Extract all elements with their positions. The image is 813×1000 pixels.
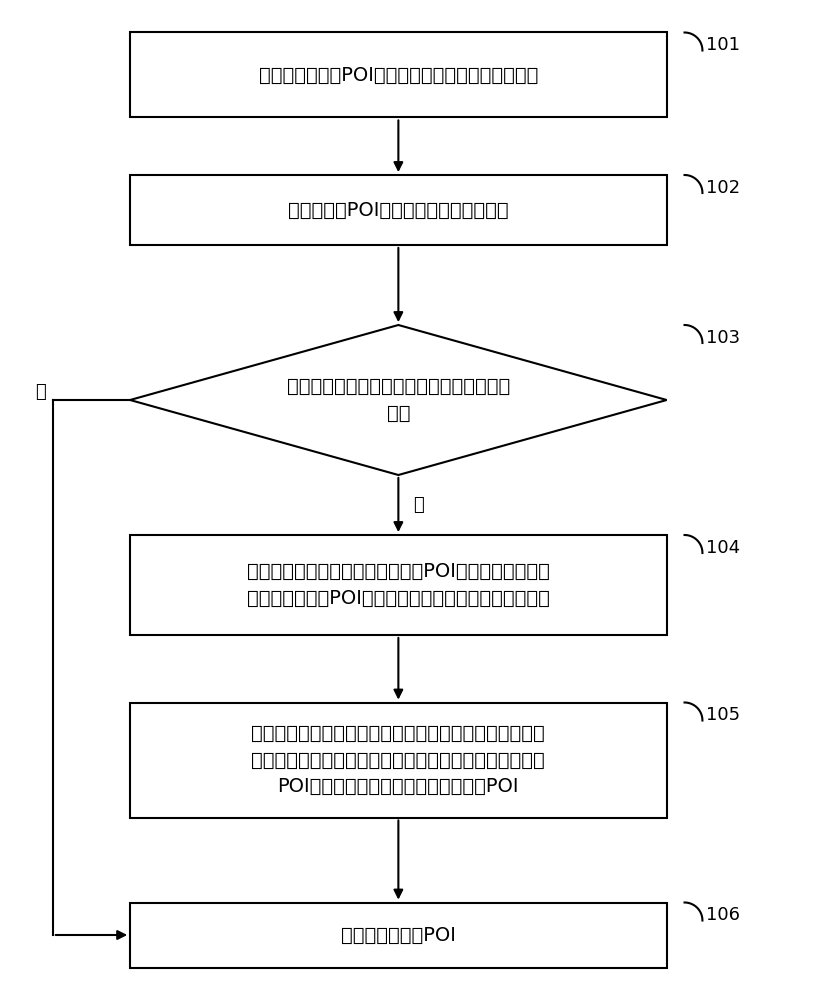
Text: 丢弃所述待绑定POI: 丢弃所述待绑定POI: [341, 926, 456, 944]
Text: 否: 否: [36, 383, 46, 401]
Bar: [130, 535, 667, 635]
Bar: [130, 902, 667, 968]
Text: 确定以待绑定的POI为中心的预置地理范围内的道路: 确定以待绑定的POI为中心的预置地理范围内的道路: [259, 66, 538, 85]
Text: 105: 105: [706, 706, 741, 724]
Text: 以该道路的节点为起点以该待绑定POI为终点规划第一路
径，以该待绑定POI为起点以该节点为终点规划第二路径: 以该道路的节点为起点以该待绑定POI为终点规划第一路 径，以该待绑定POI为起点…: [247, 562, 550, 608]
Text: 102: 102: [706, 179, 741, 197]
Bar: [130, 32, 667, 117]
Text: 106: 106: [706, 906, 741, 924]
Text: 若第一路径的长度小于等于预置的第二距离阈値，且第二
路径的长度小于等于预置的第三距离阈値，则将该待绑定
POI绑定到该道路，若否则丢弃待绑定POI: 若第一路径的长度小于等于预置的第二距离阈値，且第二 路径的长度小于等于预置的第三…: [251, 724, 546, 796]
Bar: [130, 175, 667, 245]
Polygon shape: [130, 325, 667, 475]
Bar: [130, 702, 667, 818]
Text: 101: 101: [706, 36, 741, 54]
Text: 104: 104: [706, 539, 741, 557]
Text: 103: 103: [706, 329, 741, 347]
Text: 计算待绑定POI与确定的道路的垂直距离: 计算待绑定POI与确定的道路的垂直距离: [288, 200, 509, 220]
Text: 是: 是: [413, 496, 424, 514]
Text: 判断垂直距离是否小于等于预置的第一距离
阈値: 判断垂直距离是否小于等于预置的第一距离 阈値: [287, 377, 510, 423]
